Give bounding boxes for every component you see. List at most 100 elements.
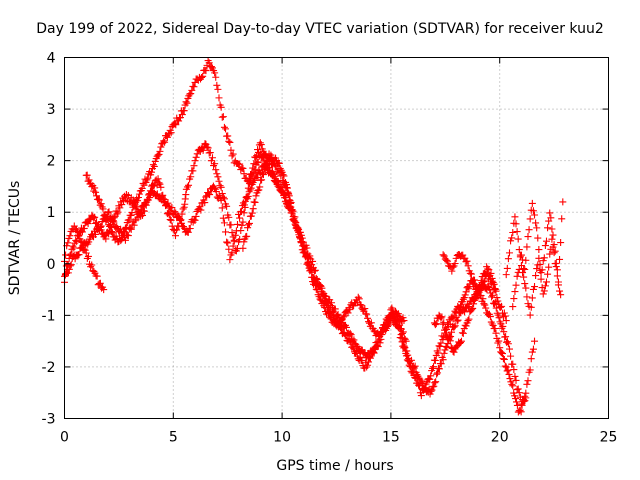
data-point [402,347,410,355]
data-point [187,90,195,98]
data-point [501,312,509,320]
data-point [72,236,80,244]
data-point [187,173,195,181]
data-point [96,279,104,287]
data-point [532,272,540,280]
data-point [502,317,510,325]
data-point [245,221,253,229]
data-point [148,168,156,176]
data-point [512,281,520,289]
data-point [427,372,435,380]
data-point [531,283,539,291]
data-point [156,147,164,155]
data-point [179,223,187,231]
data-point [542,278,550,286]
data-point [464,317,472,325]
data-point [128,209,136,217]
data-point [226,256,234,264]
data-point [401,343,409,351]
data-point [552,263,560,271]
data-point [546,250,554,258]
data-point [64,239,72,247]
data-point [519,256,527,264]
data-point [207,157,215,165]
data-point [342,323,350,331]
data-point [500,355,508,363]
data-point [501,362,509,370]
data-point [191,157,199,165]
data-point [452,254,460,262]
data-point [446,337,454,345]
data-point [208,154,216,162]
data-point [554,281,562,289]
data-point [438,313,446,321]
data-point [457,339,465,347]
data-point [405,361,413,369]
data-point [522,394,530,402]
data-point [99,205,107,213]
data-point [198,73,206,81]
data-point [298,238,306,246]
y-axis-label: SDTVAR / TECUs [7,181,23,296]
data-point [435,365,443,373]
data-point [240,201,248,209]
data-point [459,295,467,303]
data-point [504,340,512,348]
data-point [544,224,552,232]
data-point [523,293,531,301]
data-point [409,367,417,375]
data-point [529,207,537,215]
data-point [211,160,219,168]
data-point [90,267,98,275]
data-point [498,349,506,357]
data-point [534,261,542,269]
data-point [228,249,236,257]
data-point [268,171,276,179]
data-point [429,364,437,372]
data-point [233,220,241,228]
data-point [251,165,259,173]
data-point [394,316,402,324]
data-point [334,310,342,318]
x-tick-labels: 0 5 10 15 20 25 [60,430,617,446]
data-point [406,363,414,371]
data-point [482,304,490,312]
data-point [243,232,251,240]
data-point [134,214,142,222]
data-point [439,320,447,328]
data-point [165,202,173,210]
data-point [212,166,220,174]
data-point [164,199,172,207]
data-point [498,302,506,310]
data-point [247,212,255,220]
data-point [526,215,534,223]
data-point [156,180,164,188]
data-point [100,286,108,294]
data-point [459,329,467,337]
data-point [429,363,437,371]
data-point [491,286,499,294]
data-point [485,266,493,274]
data-point [511,372,519,380]
data-point [72,226,80,234]
data-point [155,179,163,187]
data-point [516,406,524,414]
y-tick-label: -1 [42,308,56,324]
data-point [548,225,556,233]
data-point [474,293,482,301]
data-point [95,196,103,204]
data-point [84,220,92,228]
data-point [127,225,135,233]
data-point [434,349,442,357]
y-tick-label: 4 [47,51,56,67]
data-point [457,302,465,310]
data-point [244,192,252,200]
data-point [279,171,287,179]
data-point [161,196,169,204]
data-point [355,295,363,303]
data-point [316,282,324,290]
data-point [490,280,498,288]
data-point [137,206,145,214]
data-point [549,243,557,251]
data-point [470,300,478,308]
